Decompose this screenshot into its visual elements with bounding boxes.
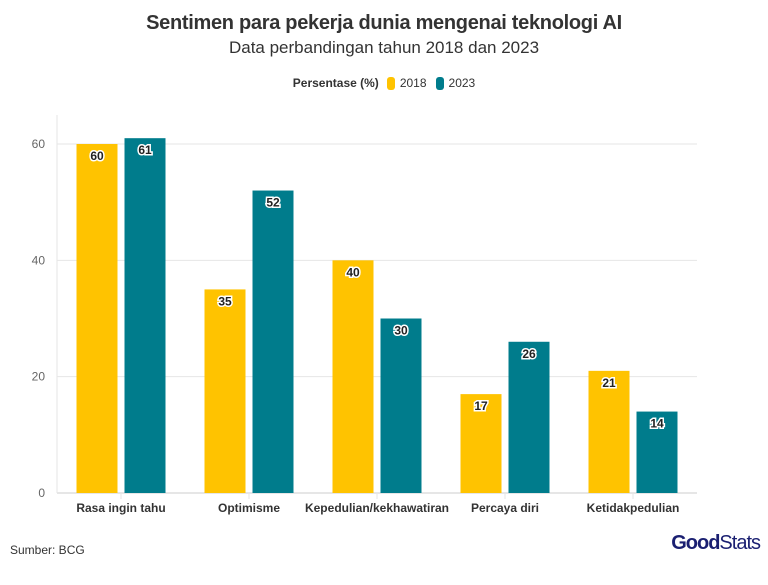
data-label: 40	[346, 265, 360, 279]
bar-2023-0	[124, 138, 166, 493]
bar-2023-4	[636, 411, 678, 493]
chart-title: Sentimen para pekerja dunia mengenai tek…	[146, 12, 622, 34]
y-tick-label: 60	[32, 137, 46, 151]
data-label: 26	[522, 347, 536, 361]
source-note: Sumber: BCG	[10, 543, 85, 557]
x-tick-label: Ketidakpedulian	[587, 501, 680, 515]
y-tick-label: 20	[32, 370, 46, 384]
x-tick-label: Optimisme	[218, 501, 280, 515]
bar-2018-3	[460, 394, 502, 493]
legend-label-2023[interactable]: 2023	[448, 76, 476, 90]
x-tick-label: Percaya diri	[471, 501, 539, 515]
legend-swatch-2023	[435, 76, 444, 90]
legend-title: Persentase (%)	[292, 76, 379, 90]
bar-2018-4	[588, 370, 630, 493]
legend: Persentase (%) 2018 2023	[0, 76, 768, 90]
x-tick-label: Rasa ingin tahu	[76, 501, 165, 515]
data-label: 52	[266, 196, 280, 210]
data-label: 30	[394, 324, 408, 338]
bar-2018-0	[76, 144, 118, 493]
y-tick-label: 0	[38, 486, 45, 500]
legend-label-2018[interactable]: 2018	[399, 76, 427, 90]
bar-2018-2	[332, 260, 374, 493]
bar-2023-3	[508, 341, 550, 493]
data-label: 17	[474, 399, 488, 413]
goodstats-logo: GoodStats	[671, 532, 761, 554]
legend-swatch-2018	[386, 76, 395, 90]
bar-2023-2	[380, 318, 422, 493]
y-tick-label: 40	[32, 253, 46, 267]
x-tick-label: Kepedulian/kekhawatiran	[305, 501, 449, 515]
data-label: 14	[650, 417, 664, 431]
bar-2023-1	[252, 190, 294, 494]
bar-2018-1	[204, 289, 246, 493]
data-label: 61	[138, 143, 152, 157]
data-label: 35	[218, 294, 232, 308]
chart-subtitle: Data perbandingan tahun 2018 dan 2023	[228, 38, 540, 57]
data-label: 60	[90, 149, 104, 163]
data-label: 21	[602, 376, 616, 390]
